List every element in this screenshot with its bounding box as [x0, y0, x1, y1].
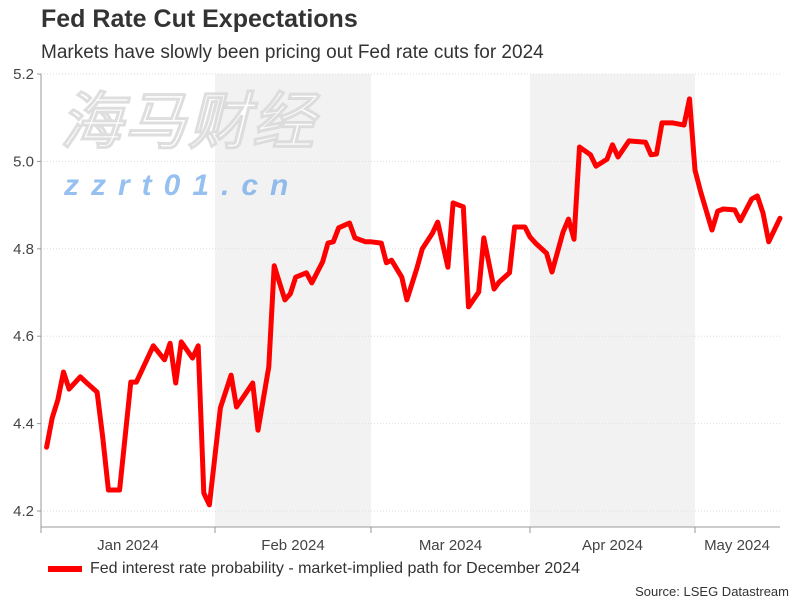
chart-subtitle: Markets have slowly been pricing out Fed… — [41, 42, 544, 63]
y-tick-label: 4.2 — [13, 503, 34, 520]
y-tick-label: 4.6 — [13, 328, 34, 345]
x-tick-label: May 2024 — [704, 537, 770, 554]
x-tick-label: Feb 2024 — [261, 537, 324, 554]
series-line — [44, 96, 783, 508]
legend-label: Fed interest rate probability - market-i… — [90, 560, 580, 577]
gridlines — [41, 73, 780, 512]
shaded-month — [530, 74, 695, 527]
y-tick-label: 5.0 — [13, 153, 34, 170]
shaded-month — [215, 74, 371, 527]
y-tick-label: 4.4 — [13, 416, 34, 433]
watermark-url: zzrt01.cn — [64, 169, 301, 202]
chart-title: Fed Rate Cut Expectations — [41, 5, 358, 33]
y-axis: 4.2 4.4 4.6 4.8 5.0 5.2 — [13, 66, 42, 527]
y-tick-label: 5.2 — [13, 66, 34, 83]
legend-swatch — [48, 566, 82, 572]
x-axis: Jan 2024 Feb 2024 Mar 2024 Apr 2024 May 2024 — [40, 526, 780, 554]
source-note: Source: LSEG Datastream — [635, 584, 789, 599]
y-tick-label: 4.8 — [13, 241, 34, 258]
x-tick-label: Jan 2024 — [97, 537, 159, 554]
series — [44, 96, 783, 508]
watermark-logo: 海马财经 — [59, 88, 317, 158]
legend: Fed interest rate probability - market-i… — [48, 560, 580, 578]
x-tick-label: Mar 2024 — [419, 537, 482, 554]
x-tick-label: Apr 2024 — [582, 537, 643, 554]
